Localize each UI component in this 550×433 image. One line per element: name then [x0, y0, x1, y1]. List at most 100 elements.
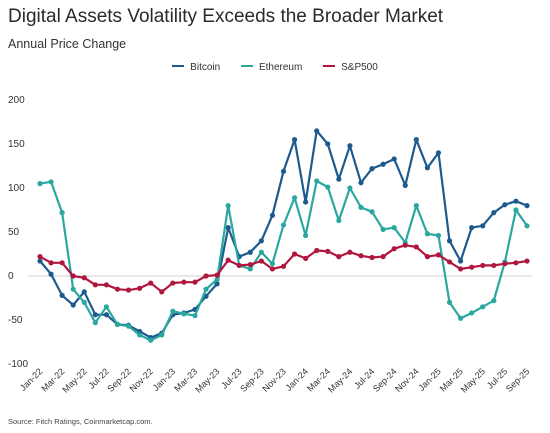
- data-point-ethereum: [159, 332, 165, 338]
- data-point-ethereum: [513, 207, 519, 213]
- data-point-sp500: [225, 257, 231, 263]
- y-tick-label: 100: [8, 183, 25, 194]
- data-point-ethereum: [70, 286, 76, 292]
- data-point-bitcoin: [92, 312, 98, 318]
- data-point-sp500: [380, 254, 386, 260]
- data-point-sp500: [137, 285, 143, 291]
- data-point-sp500: [524, 258, 530, 264]
- data-point-bitcoin: [347, 143, 353, 149]
- data-point-sp500: [413, 244, 419, 250]
- data-point-bitcoin: [491, 210, 497, 216]
- data-point-sp500: [114, 286, 121, 292]
- data-point-sp500: [181, 279, 187, 285]
- data-point-ethereum: [258, 249, 264, 255]
- data-point-sp500: [192, 279, 198, 285]
- data-point-bitcoin: [258, 238, 264, 244]
- x-tick-label: May-22: [60, 366, 88, 394]
- data-point-ethereum: [347, 185, 353, 191]
- data-point-bitcoin: [402, 182, 408, 188]
- data-point-ethereum: [524, 223, 530, 229]
- data-point-bitcoin: [413, 137, 419, 143]
- data-point-bitcoin: [269, 212, 276, 218]
- source-note: Source: Fitch Ratings, Coinmarketcap.com…: [8, 417, 153, 426]
- data-point-ethereum: [424, 231, 430, 237]
- legend-label-bitcoin: Bitcoin: [190, 62, 221, 73]
- data-point-ethereum: [391, 225, 397, 231]
- x-tick-label: May-24: [326, 366, 354, 394]
- y-tick-label: -50: [8, 315, 23, 326]
- y-tick-label: 150: [8, 139, 25, 150]
- data-point-bitcoin: [480, 223, 486, 229]
- data-point-ethereum: [491, 298, 497, 304]
- data-point-ethereum: [325, 184, 331, 190]
- data-point-ethereum: [148, 337, 154, 343]
- data-point-bitcoin: [59, 292, 65, 298]
- data-point-sp500: [247, 261, 253, 268]
- data-point-sp500: [236, 262, 242, 269]
- data-point-sp500: [159, 289, 165, 295]
- data-point-bitcoin: [314, 128, 320, 134]
- data-point-ethereum: [303, 232, 309, 239]
- data-point-ethereum: [103, 304, 110, 310]
- legend-swatch-bitcoin: [172, 65, 185, 68]
- data-point-bitcoin: [336, 176, 342, 182]
- data-point-bitcoin: [469, 225, 475, 231]
- data-point-bitcoin: [214, 281, 220, 287]
- data-point-sp500: [48, 260, 54, 266]
- y-tick-label: 0: [8, 271, 14, 282]
- data-point-ethereum: [137, 332, 143, 338]
- data-point-sp500: [435, 252, 442, 258]
- data-point-bitcoin: [446, 238, 453, 244]
- data-point-ethereum: [314, 178, 320, 184]
- data-point-sp500: [214, 272, 220, 278]
- data-point-ethereum: [59, 210, 65, 216]
- data-point-sp500: [291, 251, 298, 257]
- data-point-sp500: [37, 254, 43, 260]
- data-point-ethereum: [92, 320, 98, 326]
- data-point-bitcoin: [524, 203, 530, 209]
- y-tick-label: -100: [8, 359, 28, 370]
- legend-swatch-ethereum: [240, 65, 253, 68]
- y-tick-label: 50: [8, 227, 20, 238]
- y-tick-label: 200: [8, 95, 25, 106]
- data-point-bitcoin: [247, 249, 253, 255]
- data-point-ethereum: [192, 313, 198, 319]
- data-point-ethereum: [358, 204, 364, 210]
- data-point-sp500: [402, 242, 408, 248]
- x-tick-label: Sep-22: [105, 366, 133, 394]
- series-line-bitcoin: [39, 129, 528, 339]
- data-point-bitcoin: [48, 271, 54, 277]
- data-point-ethereum: [203, 286, 209, 292]
- data-point-ethereum: [369, 209, 375, 215]
- data-point-sp500: [491, 262, 497, 269]
- data-point-sp500: [480, 262, 486, 269]
- data-point-bitcoin: [291, 137, 298, 143]
- data-point-ethereum: [114, 321, 121, 327]
- data-point-bitcoin: [391, 156, 397, 162]
- chart-subtitle: Annual Price Change: [8, 37, 127, 51]
- data-point-sp500: [457, 266, 464, 272]
- data-point-ethereum: [48, 179, 54, 185]
- data-point-ethereum: [214, 276, 220, 283]
- data-point-sp500: [446, 259, 453, 265]
- data-point-sp500: [369, 254, 375, 261]
- data-point-ethereum: [291, 195, 298, 201]
- data-point-sp500: [125, 287, 132, 293]
- data-point-ethereum: [469, 310, 475, 316]
- x-tick-label: Nov-24: [393, 366, 421, 394]
- data-point-ethereum: [247, 266, 253, 272]
- data-point-ethereum: [446, 299, 453, 305]
- data-point-sp500: [258, 258, 264, 264]
- data-point-ethereum: [81, 299, 87, 305]
- x-tick-label: Sep-25: [504, 366, 532, 394]
- data-point-sp500: [148, 280, 154, 286]
- data-point-sp500: [314, 247, 320, 254]
- x-tick-label: May-23: [193, 366, 221, 394]
- legend-label-sp500: S&P500: [341, 62, 378, 73]
- data-point-bitcoin: [502, 202, 508, 208]
- data-point-sp500: [269, 266, 276, 272]
- data-point-bitcoin: [358, 180, 364, 186]
- data-point-sp500: [170, 280, 176, 286]
- data-point-bitcoin: [325, 141, 331, 147]
